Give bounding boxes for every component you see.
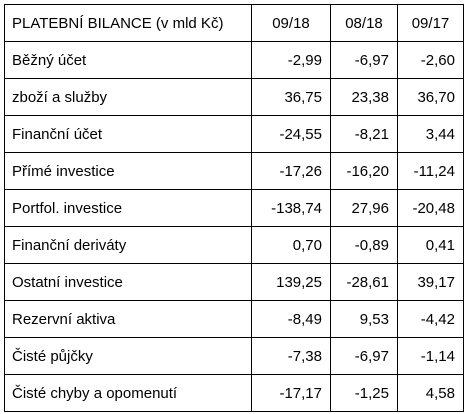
cell-value: 4,58	[397, 374, 464, 412]
table-row: Běžný účet -2,99 -6,97 -2,60	[4, 41, 464, 79]
cell-value: 3,44	[397, 115, 464, 153]
table-row: Čisté chyby a opomenutí -17,17 -1,25 4,5…	[4, 374, 464, 412]
cell-value: -17,17	[251, 374, 331, 412]
cell-value: 36,75	[251, 78, 331, 116]
table-row: Finanční deriváty 0,70 -0,89 0,41	[4, 226, 464, 264]
cell-value: 0,70	[251, 226, 331, 264]
row-label: Běžný účet	[4, 41, 252, 79]
cell-value: -2,99	[251, 41, 331, 79]
column-header-09-17: 09/17	[397, 4, 464, 42]
cell-value: -6,97	[330, 337, 398, 375]
cell-value: -16,20	[330, 152, 398, 190]
row-label: Rezervní aktiva	[4, 300, 252, 338]
cell-value: 36,70	[397, 78, 464, 116]
table-row: Přímé investice -17,26 -16,20 -11,24	[4, 152, 464, 190]
row-label: Finanční deriváty	[4, 226, 252, 264]
cell-value: -6,97	[330, 41, 398, 79]
cell-value: 23,38	[330, 78, 398, 116]
cell-value: -8,49	[251, 300, 331, 338]
cell-value: -2,60	[397, 41, 464, 79]
column-header-08-18: 08/18	[330, 4, 398, 42]
cell-value: -28,61	[330, 263, 398, 301]
cell-value: 0,41	[397, 226, 464, 264]
row-label: Čisté půjčky	[4, 337, 252, 375]
row-label: Čisté chyby a opomenutí	[4, 374, 252, 412]
cell-value: -17,26	[251, 152, 331, 190]
table-row: Finanční účet -24,55 -8,21 3,44	[4, 115, 464, 153]
cell-value: -4,42	[397, 300, 464, 338]
row-label: Portfol. investice	[4, 189, 252, 227]
table-title: PLATEBNÍ BILANCE (v mld Kč)	[4, 4, 252, 42]
row-label: zboží a služby	[4, 78, 252, 116]
table-row: Portfol. investice -138,74 27,96 -20,48	[4, 189, 464, 227]
cell-value: 39,17	[397, 263, 464, 301]
table-row: Ostatní investice 139,25 -28,61 39,17	[4, 263, 464, 301]
cell-value: -138,74	[251, 189, 331, 227]
cell-value: 139,25	[251, 263, 331, 301]
balance-of-payments-table: PLATEBNÍ BILANCE (v mld Kč) 09/18 08/18 …	[4, 4, 464, 412]
cell-value: -20,48	[397, 189, 464, 227]
row-label: Ostatní investice	[4, 263, 252, 301]
cell-value: -0,89	[330, 226, 398, 264]
row-label: Finanční účet	[4, 115, 252, 153]
cell-value: -1,25	[330, 374, 398, 412]
row-label: Přímé investice	[4, 152, 252, 190]
column-header-09-18: 09/18	[251, 4, 331, 42]
table-row: Rezervní aktiva -8,49 9,53 -4,42	[4, 300, 464, 338]
cell-value: -8,21	[330, 115, 398, 153]
cell-value: -1,14	[397, 337, 464, 375]
table-row: Čisté půjčky -7,38 -6,97 -1,14	[4, 337, 464, 375]
cell-value: -24,55	[251, 115, 331, 153]
table-row: zboží a služby 36,75 23,38 36,70	[4, 78, 464, 116]
table-header-row: PLATEBNÍ BILANCE (v mld Kč) 09/18 08/18 …	[4, 4, 464, 42]
cell-value: -11,24	[397, 152, 464, 190]
cell-value: 27,96	[330, 189, 398, 227]
cell-value: -7,38	[251, 337, 331, 375]
cell-value: 9,53	[330, 300, 398, 338]
